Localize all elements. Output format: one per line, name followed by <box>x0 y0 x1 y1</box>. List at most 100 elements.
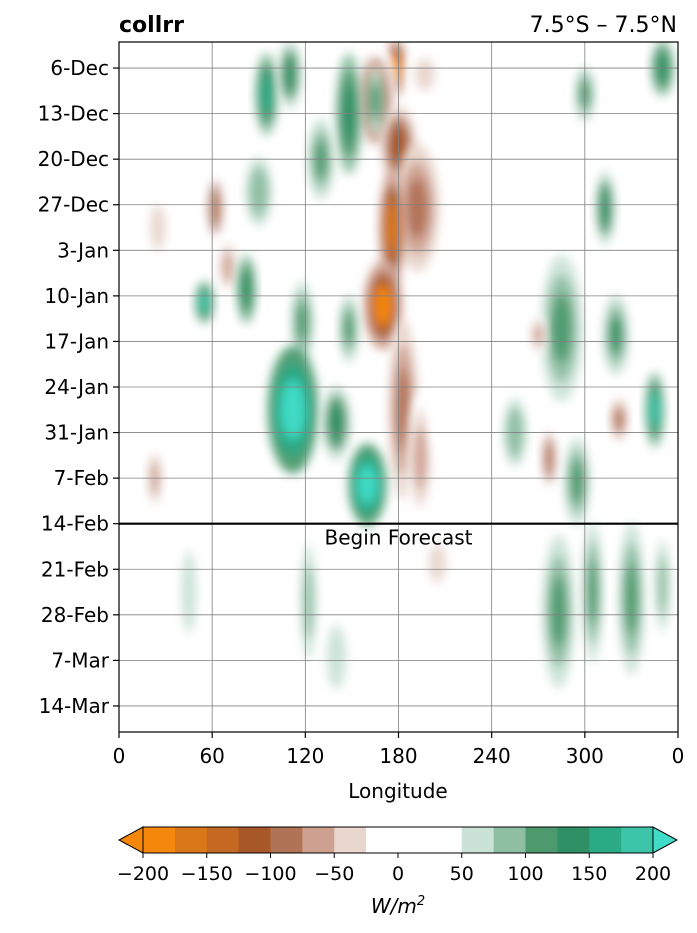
x-tick-label: 0 <box>113 744 126 768</box>
anomaly-patch <box>321 385 351 461</box>
anomaly-patch <box>266 547 283 650</box>
anomaly-patch <box>222 521 243 604</box>
anomaly-patch <box>530 313 547 357</box>
chart-title-right: 7.5°S – 7.5°N <box>530 13 677 38</box>
colorbar-segment <box>302 827 335 853</box>
colorbar-over-arrow <box>652 826 679 854</box>
anomaly-contour <box>570 460 584 503</box>
colorbar-tick-label: −200 <box>117 863 169 885</box>
anomaly-contour <box>385 200 400 255</box>
colorbar-segment <box>429 827 463 853</box>
anomaly-contour <box>406 178 429 238</box>
anomaly-contour <box>260 74 273 114</box>
anomaly-patch <box>542 534 575 689</box>
anomaly-contour <box>608 315 623 355</box>
anomaly-patch <box>432 358 458 461</box>
anomaly-contour <box>414 57 436 92</box>
anomaly-contour <box>251 175 266 209</box>
anomaly-contour <box>550 575 567 648</box>
anomaly-patch <box>339 293 359 363</box>
colorbar-tick-label: 150 <box>571 863 607 885</box>
colorbar-units-base: W/m <box>371 894 417 918</box>
colorbar-under-arrow <box>117 826 144 854</box>
anomaly-patch <box>610 398 628 442</box>
y-tick-label: 24-Jan <box>44 375 109 399</box>
anomaly-patch <box>370 632 390 715</box>
colorbar-tick-label: −100 <box>244 863 296 885</box>
colorbar-segment <box>238 827 271 853</box>
anomaly-contour <box>280 379 306 440</box>
anomaly-patch <box>644 371 665 448</box>
x-axis: 0 60 120 180 240 300 0 <box>113 732 685 768</box>
anomaly-contour <box>413 427 428 490</box>
anomaly-patch <box>255 53 278 136</box>
anomaly-contour <box>395 368 411 452</box>
anomaly-patch <box>394 144 440 272</box>
anomaly-contour <box>129 67 141 95</box>
x-tick-label: 0 <box>672 744 685 768</box>
y-tick-label: 21-Feb <box>41 557 109 581</box>
anomaly-patch <box>404 42 446 110</box>
anomaly-patch <box>365 66 385 136</box>
anomaly-patch <box>407 391 434 526</box>
anomaly-patch <box>278 42 302 110</box>
y-tick-label: 14-Feb <box>41 512 109 536</box>
anomaly-contour <box>121 578 133 677</box>
y-tick-label: 14-Mar <box>39 694 110 718</box>
anomaly-contour <box>283 57 296 92</box>
anomaly-contour <box>152 212 164 243</box>
y-tick-label: 28-Feb <box>41 603 109 627</box>
colorbar-units-label: W/m2 <box>371 894 425 918</box>
colorbar-segment <box>461 827 495 853</box>
anomaly-contour <box>533 324 544 346</box>
y-tick-label: 27-Dec <box>38 193 109 217</box>
anomaly-patch <box>419 521 455 604</box>
anomaly-patch <box>205 170 226 246</box>
y-tick-label: 13-Dec <box>38 102 109 126</box>
anomaly-contour <box>438 385 452 434</box>
colorbar-segment <box>525 827 558 853</box>
anomaly-patch <box>618 521 645 676</box>
anomaly-contour <box>624 562 639 635</box>
anomaly-patch <box>595 170 615 246</box>
anomaly-patch <box>141 521 159 732</box>
anomaly-contour <box>369 83 381 118</box>
anomaly-patch <box>179 534 199 650</box>
colorbar-tick-label: 0 <box>392 863 404 885</box>
forecast-label: Begin Forecast <box>325 526 473 550</box>
colorbar-segment <box>493 827 526 853</box>
anomaly-contour <box>240 272 252 307</box>
anomaly-patch <box>148 196 168 259</box>
colorbar-segment <box>174 827 208 853</box>
anomaly-contour <box>551 294 572 363</box>
anomaly-patch <box>124 53 145 110</box>
anomaly-patch <box>540 254 583 403</box>
colorbar-segment <box>334 827 367 853</box>
anomaly-patch <box>652 521 673 650</box>
anomaly-patch <box>582 521 603 663</box>
anomaly-patch <box>348 443 387 526</box>
y-tick-label: 6-Dec <box>50 56 109 80</box>
anomaly-contour <box>373 284 393 327</box>
colorbar-units-exponent: 2 <box>417 894 425 909</box>
y-tick-label: 31-Jan <box>44 421 109 445</box>
colorbar-tick-label: 200 <box>635 863 671 885</box>
x-axis-label: Longitude <box>348 779 447 803</box>
anomaly-contour <box>544 441 554 476</box>
colorbar: −200 −150 −100 −50 0 50 100 150 200 <box>117 826 679 885</box>
anomaly-contour <box>343 311 355 346</box>
anomaly-patch <box>540 424 558 494</box>
anomaly-contour <box>226 543 238 583</box>
anomaly-contour <box>357 465 378 505</box>
colorbar-tick-label: −150 <box>181 863 233 885</box>
anomaly-contour <box>599 189 611 227</box>
y-tick-label: 3-Jan <box>57 238 109 262</box>
y-tick-label: 10-Jan <box>44 284 109 308</box>
anomaly-contour <box>222 251 234 282</box>
anomaly-contour <box>329 636 344 679</box>
anomaly-contour <box>209 189 221 227</box>
anomaly-contour <box>269 574 280 623</box>
anomaly-contour <box>455 613 467 662</box>
colorbar-tick-label: 50 <box>450 863 474 885</box>
